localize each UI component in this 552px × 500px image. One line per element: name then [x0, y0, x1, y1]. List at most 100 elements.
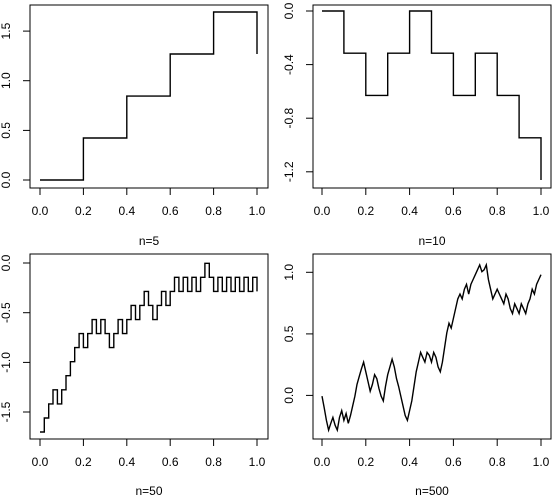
y-tick-label: -0.5: [0, 302, 13, 323]
panel-n50-yaxis: 0.0 -0.5 -1.0 -1.5: [0, 254, 30, 422]
x-tick: 0.0: [32, 188, 49, 218]
x-tick-label: 0.2: [357, 204, 374, 218]
panel-n5-series-line: [40, 11, 258, 181]
x-tick-label: 0.0: [32, 455, 49, 469]
x-tick-label: 0.6: [445, 455, 462, 469]
y-tick: -0.8: [282, 108, 313, 129]
y-tick: 0.0: [282, 2, 313, 19]
y-tick: 0.0: [0, 254, 30, 271]
y-tick-label: -1.5: [0, 401, 13, 422]
panel-n50-series-line: [40, 262, 258, 433]
x-tick: 0.4: [401, 439, 418, 469]
panel-n500: n=500 0.0 0.2 0.4 0.6 0.8 1.0 0.0 0.5 1.…: [282, 253, 552, 498]
x-tick-label: 0.8: [205, 204, 222, 218]
panel-n10-xlabel: n=10: [418, 234, 445, 248]
y-tick: -1.5: [0, 401, 30, 422]
x-tick-label: 1.0: [249, 455, 266, 469]
y-tick-label: -1.2: [282, 161, 296, 182]
x-tick-label: 0.0: [314, 204, 331, 218]
panel-n10-series-line: [322, 10, 542, 180]
x-tick: 0.6: [162, 439, 179, 469]
x-tick-label: 0.4: [118, 204, 135, 218]
panel-n500-yaxis: 0.0 0.5 1.0: [282, 264, 313, 404]
x-tick-label: 0.4: [401, 204, 418, 218]
panel-n500-frame: [312, 253, 552, 440]
y-tick: -1.2: [282, 161, 313, 182]
x-tick-label: 1.0: [249, 204, 266, 218]
panel-n500-xaxis: 0.0 0.2 0.4 0.6 0.8 1.0: [314, 439, 550, 469]
x-tick: 0.8: [489, 188, 506, 218]
y-tick: 1.0: [282, 264, 313, 281]
panel-n50-frame: [29, 253, 269, 440]
x-tick-label: 0.6: [162, 455, 179, 469]
y-tick-label: 0.0: [0, 171, 13, 188]
panel-n50: n=50 0.0 0.2 0.4 0.6 0.8 1.0 0.0 -0.5 -1…: [0, 253, 269, 498]
x-tick-label: 0.4: [118, 455, 135, 469]
panel-n500-xlabel: n=500: [415, 484, 449, 498]
x-tick: 0.4: [118, 439, 135, 469]
y-tick: 1.0: [0, 72, 30, 89]
x-tick: 0.6: [445, 188, 462, 218]
panel-n50-xaxis: 0.0 0.2 0.4 0.6 0.8 1.0: [32, 439, 266, 469]
x-tick-label: 0.2: [357, 455, 374, 469]
y-tick: 0.5: [282, 325, 313, 342]
x-tick: 0.4: [401, 188, 418, 218]
panel-n500-series-line: [321, 262, 542, 433]
x-tick: 0.8: [205, 439, 222, 469]
y-tick: -0.4: [282, 54, 313, 75]
x-tick: 1.0: [533, 439, 550, 469]
y-tick-label: 1.0: [282, 264, 296, 281]
y-tick-label: 1.5: [0, 22, 13, 39]
x-tick: 0.2: [357, 439, 374, 469]
panel-n5-xaxis: 0.0 0.2 0.4 0.6 0.8 1.0: [32, 188, 266, 218]
x-tick: 0.2: [357, 188, 374, 218]
panel-n10-yaxis: 0.0 -0.4 -0.8 -1.2: [282, 2, 313, 182]
x-tick-label: 1.0: [533, 204, 550, 218]
x-tick-label: 1.0: [533, 455, 550, 469]
x-tick-label: 0.4: [401, 455, 418, 469]
x-tick-label: 0.8: [489, 204, 506, 218]
x-tick-label: 0.2: [75, 455, 92, 469]
x-tick-label: 0.0: [32, 204, 49, 218]
x-tick: 0.0: [314, 439, 331, 469]
x-tick: 0.8: [489, 439, 506, 469]
y-tick-label: -0.8: [282, 108, 296, 129]
y-tick-label: -0.4: [282, 54, 296, 75]
x-tick: 1.0: [249, 439, 266, 469]
x-tick: 0.4: [118, 188, 135, 218]
panel-n10: n=10 0.0 0.2 0.4 0.6 0.8 1.0 0.0 -0.4 -0…: [282, 2, 552, 248]
x-tick: 0.6: [445, 439, 462, 469]
x-tick-label: 0.2: [75, 204, 92, 218]
x-tick-label: 0.0: [314, 455, 331, 469]
y-tick: 0.0: [282, 387, 313, 404]
x-tick: 0.6: [162, 188, 179, 218]
panel-n5-frame: [29, 4, 269, 189]
y-tick-label: -1.0: [0, 352, 13, 373]
y-tick: -1.0: [0, 352, 30, 373]
y-tick-label: 0.5: [0, 122, 13, 139]
y-tick: 1.5: [0, 22, 30, 39]
y-tick-label: 0.0: [282, 387, 296, 404]
panel-n5-yaxis: 0.0 0.5 1.0 1.5: [0, 22, 30, 188]
x-tick-label: 0.6: [445, 204, 462, 218]
y-tick-label: 0.0: [0, 254, 13, 271]
panel-n5-xlabel: n=5: [139, 234, 160, 248]
y-tick: 0.5: [0, 122, 30, 139]
x-tick: 0.2: [75, 188, 92, 218]
x-tick-label: 0.8: [489, 455, 506, 469]
panel-n10-xaxis: 0.0 0.2 0.4 0.6 0.8 1.0: [314, 188, 550, 218]
x-tick: 1.0: [249, 188, 266, 218]
x-tick: 0.0: [32, 439, 49, 469]
panel-n50-xlabel: n=50: [135, 484, 162, 498]
y-tick: 0.0: [0, 171, 30, 188]
x-tick-label: 0.6: [162, 204, 179, 218]
y-tick-label: 0.0: [282, 2, 296, 19]
x-tick: 0.8: [205, 188, 222, 218]
y-tick-label: 0.5: [282, 325, 296, 342]
panel-n5: n=5 0.0 0.2 0.4 0.6 0.8 1.0 0.0 0.5 1.0 …: [0, 4, 269, 248]
x-tick-label: 0.8: [205, 455, 222, 469]
x-tick: 0.0: [314, 188, 331, 218]
y-tick: -0.5: [0, 302, 30, 323]
panel-n10-frame: [312, 4, 552, 189]
